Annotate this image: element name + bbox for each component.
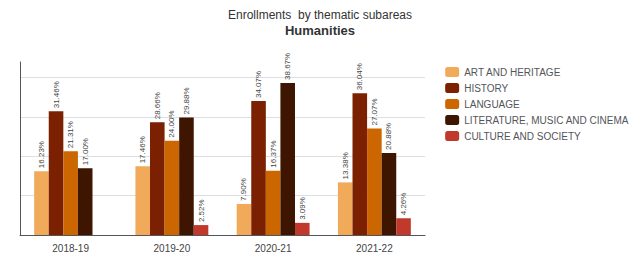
svg-text:29.88%: 29.88% (182, 87, 191, 114)
svg-text:ART AND HERITAGE: ART AND HERITAGE (464, 67, 560, 78)
svg-text:17.00%: 17.00% (81, 138, 90, 165)
svg-text:LITERATURE, MUSIC AND CINEMA: LITERATURE, MUSIC AND CINEMA (464, 115, 629, 126)
svg-text:36.04%: 36.04% (355, 63, 364, 90)
svg-text:Enrollments by thematic subar: Enrollments by thematic subareas (228, 8, 412, 22)
svg-text:20.88%: 20.88% (384, 123, 393, 150)
svg-text:2020-21: 2020-21 (255, 243, 292, 254)
svg-text:2019-20: 2019-20 (154, 243, 191, 254)
svg-text:CULTURE AND SOCIETY: CULTURE AND SOCIETY (464, 131, 581, 142)
svg-text:28.66%: 28.66% (153, 92, 162, 119)
svg-text:16.37%: 16.37% (269, 140, 278, 167)
svg-text:27.07%: 27.07% (370, 98, 379, 125)
svg-text:7.90%: 7.90% (239, 178, 248, 201)
svg-text:2021-22: 2021-22 (356, 243, 393, 254)
svg-text:2018-19: 2018-19 (52, 243, 89, 254)
svg-text:13.38%: 13.38% (341, 152, 350, 179)
svg-text:17.46%: 17.46% (138, 136, 147, 163)
svg-text:2.52%: 2.52% (197, 199, 206, 222)
svg-text:HISTORY: HISTORY (464, 83, 508, 94)
svg-text:LANGUAGE: LANGUAGE (464, 99, 520, 110)
svg-text:4.26%: 4.26% (399, 193, 408, 216)
svg-text:34.07%: 34.07% (254, 71, 263, 98)
svg-text:Humanities: Humanities (285, 23, 355, 38)
svg-text:38.67%: 38.67% (283, 53, 292, 80)
svg-text:31.46%: 31.46% (52, 81, 61, 108)
svg-text:24.00%: 24.00% (167, 110, 176, 137)
svg-text:21.31%: 21.31% (66, 121, 75, 148)
svg-text:16.23%: 16.23% (37, 141, 46, 168)
svg-text:3.09%: 3.09% (298, 197, 307, 220)
